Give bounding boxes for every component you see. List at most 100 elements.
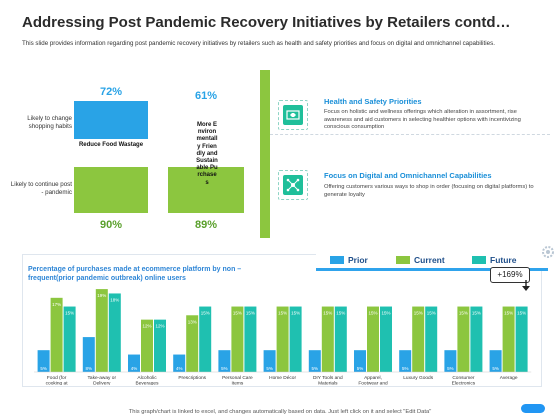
data-label-future-6: 15% — [336, 311, 345, 316]
bar-current-6 — [321, 306, 334, 372]
row-label-continue: Likely to continue post - pandemic — [10, 181, 72, 196]
bar-current-9 — [457, 306, 470, 372]
category-label-4: Personal Care Items — [222, 375, 253, 385]
data-label-prior-8: 5% — [402, 366, 409, 371]
category-label-9: Consumer Electronics — [452, 375, 476, 385]
bar-prior-0 — [37, 350, 50, 372]
legend-label-prior: Prior — [348, 255, 368, 265]
data-label-future-9: 15% — [472, 311, 481, 316]
data-label-current-7: 15% — [368, 311, 377, 316]
bar-prior-2 — [128, 354, 140, 372]
data-label-future-5: 15% — [291, 311, 300, 316]
callout-arrow-icon — [522, 280, 530, 291]
legend-label-current: Current — [414, 255, 445, 265]
bar-future-1 — [108, 293, 121, 372]
bar-prior-5 — [263, 350, 276, 372]
category-label-6: DIY Tools and Materials — [313, 375, 343, 385]
health-icon-frame — [278, 100, 308, 130]
network-icon — [283, 175, 303, 195]
data-label-current-0: 17% — [52, 302, 61, 307]
bar-future-7 — [380, 306, 392, 372]
bar-current-7 — [367, 306, 379, 372]
divider-line — [270, 134, 550, 135]
bar-prior-10 — [489, 350, 502, 372]
data-label-current-9: 15% — [459, 311, 468, 316]
data-label-future-7: 15% — [381, 311, 390, 316]
category-label-7: Apparel, Footwear and — [358, 375, 388, 385]
bar-future-9 — [470, 306, 483, 372]
col1-label: Reduce Food Wastage — [78, 142, 144, 148]
bar-current-0 — [50, 297, 63, 372]
bar-future-6 — [334, 306, 347, 372]
category-label-10: Average — [500, 375, 518, 381]
chart-title: Percentage of purchases made at ecommerc… — [28, 266, 242, 282]
section-digital-text: Offering customers various ways to shop … — [324, 184, 534, 198]
data-label-prior-7: 5% — [357, 366, 364, 371]
data-label-prior-1: 8% — [86, 366, 93, 371]
data-label-current-5: 15% — [278, 311, 287, 316]
network-icon-frame — [278, 170, 308, 200]
bar-future-10 — [515, 306, 528, 372]
page-title: Addressing Post Pandemic Recovery Initia… — [22, 14, 511, 31]
data-label-future-1: 18% — [110, 297, 119, 302]
bar-future-5 — [289, 306, 302, 372]
bar-prior-9 — [444, 350, 457, 372]
col1-top-pct: 72% — [99, 86, 123, 98]
data-label-prior-6: 5% — [312, 366, 319, 371]
legend-label-future: Future — [490, 255, 517, 265]
data-label-prior-9: 5% — [447, 366, 454, 371]
edit-data-button[interactable] — [521, 404, 545, 413]
bar-current-2 — [141, 319, 153, 372]
category-label-1: Take-away or Delivery — [88, 375, 117, 385]
data-label-prior-4: 5% — [221, 366, 228, 371]
bar-future-3 — [199, 306, 212, 372]
section-digital-title: Focus on Digital and Omnichannel Capabil… — [324, 171, 492, 180]
col2-label: More Environmentally Friendly and Sustai… — [196, 122, 218, 186]
bar-future-4 — [244, 306, 257, 372]
data-label-current-10: 15% — [504, 311, 513, 316]
legend-swatch-current — [396, 256, 410, 264]
col2-bottom-cell — [168, 167, 244, 213]
col2-top-cell — [168, 103, 244, 149]
data-label-current-3: 13% — [188, 319, 197, 324]
data-label-current-1: 19% — [97, 293, 106, 298]
data-label-future-4: 15% — [246, 311, 255, 316]
data-label-current-6: 15% — [323, 311, 332, 316]
data-label-prior-0: 5% — [40, 366, 47, 371]
col1-top-cell — [74, 101, 148, 139]
data-label-future-3: 15% — [201, 311, 210, 316]
category-label-3: Prescriptions — [178, 375, 206, 381]
bar-prior-1 — [82, 337, 95, 372]
bar-current-8 — [412, 306, 425, 372]
divider-bar — [260, 70, 270, 238]
bar-prior-7 — [354, 350, 366, 372]
legend-swatch-future — [472, 256, 486, 264]
col2-bottom-pct: 89% — [194, 219, 218, 231]
data-label-prior-2: 4% — [131, 366, 138, 371]
category-label-2: Alcoholic Beverages — [136, 375, 160, 385]
bar-chart: 5% 17% 15% Food (for cooking at 8% 19% 18% Take-… — [34, 289, 532, 385]
bar-prior-3 — [173, 354, 186, 372]
data-label-prior-3: 4% — [176, 366, 183, 371]
data-label-future-0: 15% — [65, 311, 74, 316]
data-label-prior-10: 5% — [492, 366, 499, 371]
data-label-future-2: 12% — [155, 324, 164, 329]
data-label-future-8: 15% — [427, 311, 436, 316]
bar-current-3 — [186, 315, 199, 372]
average-callout: +169% — [490, 267, 530, 283]
col1-bottom-pct: 90% — [99, 219, 123, 231]
chart-legend: Prior Current Future — [316, 252, 548, 271]
data-label-current-4: 15% — [233, 311, 242, 316]
data-label-future-10: 15% — [517, 311, 526, 316]
bar-current-5 — [276, 306, 289, 372]
bar-current-1 — [95, 289, 108, 372]
bar-prior-4 — [218, 350, 231, 372]
bar-future-0 — [63, 306, 76, 372]
data-label-current-2: 12% — [142, 324, 151, 329]
bar-current-4 — [231, 306, 244, 372]
bar-future-8 — [425, 306, 438, 372]
section-health-text: Focus on holistic and wellness offerings… — [324, 109, 521, 130]
category-label-5: Home Décor — [269, 375, 296, 381]
row-label-change: Likely to change shopping habits — [27, 115, 72, 130]
category-label-0: Food (for cooking at — [46, 375, 69, 385]
